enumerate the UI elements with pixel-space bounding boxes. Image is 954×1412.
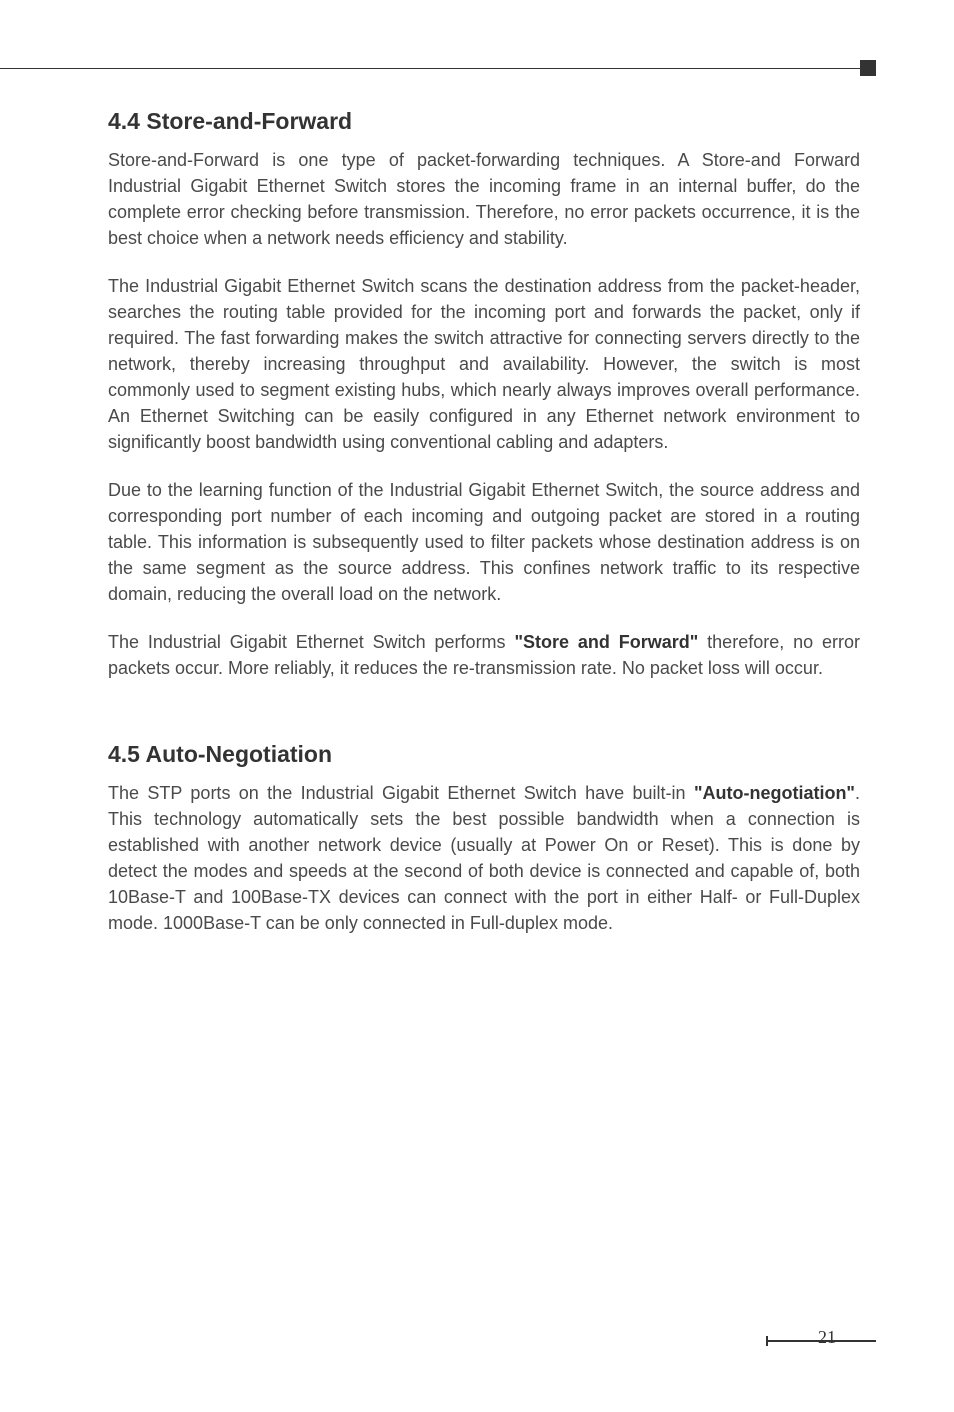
body-paragraph: Store-and-Forward is one type of packet-… (108, 147, 860, 251)
bold-text: "Store and Forward" (514, 632, 698, 652)
header-rule (0, 68, 860, 69)
header-marker-square (860, 60, 876, 76)
body-text: The Industrial Gigabit Ethernet Switch p… (108, 632, 514, 652)
body-text: Store-and-Forward is one type of packet-… (108, 150, 860, 248)
page-number: 21 (818, 1327, 836, 1348)
body-text: . This technology automatically sets the… (108, 783, 860, 933)
footer-line (768, 1340, 876, 1342)
bold-text: "Auto-negotiation" (694, 783, 855, 803)
body-paragraph: The Industrial Gigabit Ethernet Switch p… (108, 629, 860, 681)
footer-tick (766, 1336, 768, 1346)
body-text: The Industrial Gigabit Ethernet Switch s… (108, 276, 860, 452)
section-heading: 4.4 Store-and-Forward (108, 108, 860, 135)
page-content: 4.4 Store-and-Forward Store-and-Forward i… (108, 108, 860, 958)
section-heading: 4.5 Auto-Negotiation (108, 741, 860, 768)
body-paragraph: The STP ports on the Industrial Gigabit … (108, 780, 860, 936)
body-paragraph: Due to the learning function of the Indu… (108, 477, 860, 607)
section-gap (108, 703, 860, 741)
body-text: The STP ports on the Industrial Gigabit … (108, 783, 694, 803)
body-text: Due to the learning function of the Indu… (108, 480, 860, 604)
body-paragraph: The Industrial Gigabit Ethernet Switch s… (108, 273, 860, 455)
